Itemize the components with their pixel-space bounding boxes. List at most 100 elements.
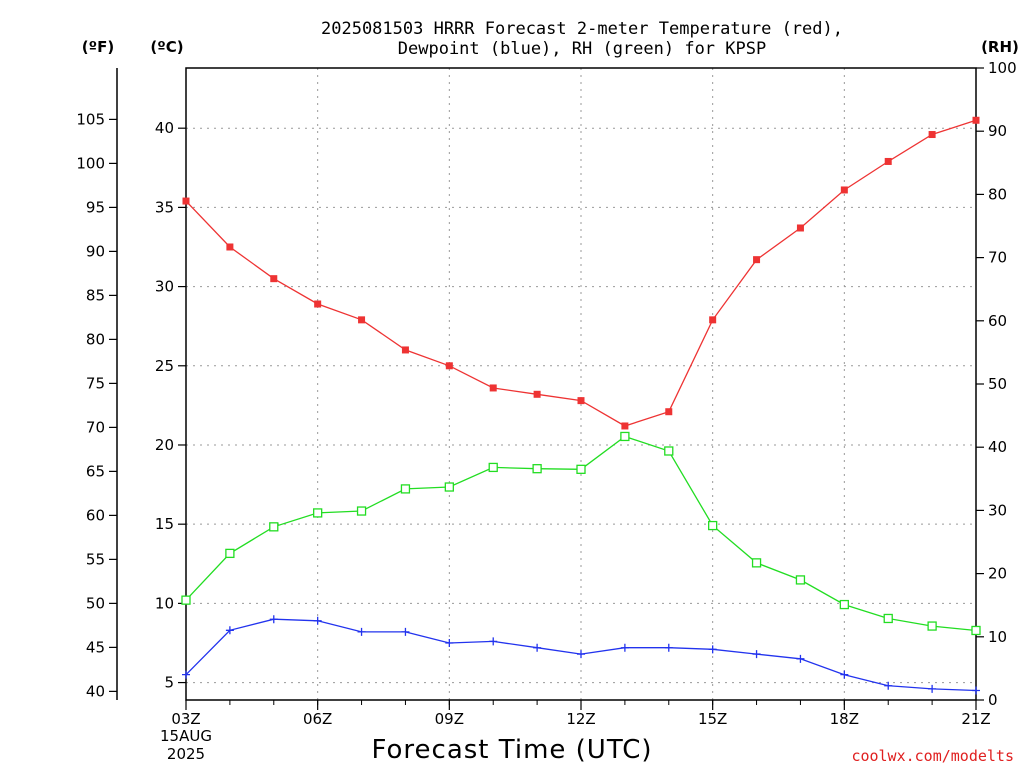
dewpoint-point: [664, 643, 673, 652]
dewpoint-point: [225, 626, 234, 635]
fahrenheit-tick-label: 105: [76, 110, 105, 128]
temperature-point: [928, 131, 936, 139]
temperature-series: [182, 116, 980, 430]
rh-point: [883, 613, 893, 624]
rh-tick-label: 50: [988, 375, 1007, 393]
rh-point: [664, 446, 674, 456]
fahrenheit-tick-label: 70: [86, 418, 105, 436]
fahrenheit-axis: 40 45 50 55 60 65 70 75 80 85 90 95 100 105: [76, 110, 117, 700]
dewpoint-point: [357, 627, 366, 636]
rh-point: [269, 522, 279, 532]
temperature-point: [577, 397, 585, 405]
date-label-day: 15AUG: [160, 727, 212, 745]
fahrenheit-unit-label: (ºF): [82, 38, 114, 56]
dewpoint-point: [928, 684, 937, 693]
rh-axis: 0 10 20 30 40 50 60 70 80 90 100: [976, 59, 1017, 709]
dewpoint-point: [840, 670, 849, 679]
dewpoint-point: [269, 615, 278, 624]
rh-point: [444, 482, 454, 492]
rh-point: [400, 484, 411, 494]
dewpoint-point: [708, 645, 717, 654]
time-tick-label: 15Z: [698, 710, 727, 728]
temperature-point: [270, 275, 278, 283]
data-series: [181, 116, 981, 695]
rh-point: [488, 462, 498, 473]
dewpoint-point: [489, 637, 498, 646]
rh-point: [181, 595, 191, 605]
dewpoint-point: [445, 638, 454, 647]
rh-point: [225, 548, 235, 559]
fahrenheit-tick-label: 50: [86, 594, 105, 612]
chart-title-line-2: Dewpoint (blue), RH (green) for KPSP: [398, 39, 766, 59]
fahrenheit-tick-label: 55: [86, 550, 105, 568]
rh-tick-label: 40: [988, 438, 1007, 456]
fahrenheit-tick-label: 60: [86, 506, 105, 524]
fahrenheit-tick-label: 40: [86, 682, 105, 700]
fahrenheit-tick-label: 45: [86, 638, 105, 656]
rh-unit-label: (RH): [981, 38, 1019, 56]
time-tick-label: 12Z: [566, 710, 595, 728]
rh-tick-label: 70: [988, 249, 1007, 267]
dewpoint-point: [620, 643, 629, 652]
temperature-point: [445, 362, 453, 370]
temperature-point: [621, 422, 629, 430]
rh-point: [751, 558, 762, 568]
celsius-tick-label: 25: [155, 357, 174, 375]
temperature-point: [226, 243, 234, 251]
dewpoint-point: [401, 627, 410, 636]
celsius-tick-label: 40: [155, 119, 174, 137]
time-tick-label: 03Z: [171, 710, 200, 728]
temperature-point: [533, 390, 541, 398]
temperature-point: [489, 384, 497, 392]
temperature-point: [709, 316, 717, 324]
dewpoint-point: [313, 616, 322, 625]
rh-tick-label: 30: [988, 501, 1007, 519]
time-tick-label: 21Z: [961, 710, 990, 728]
celsius-axis: 5 10 15 20 25 30 35 40: [155, 119, 186, 692]
rh-point: [313, 508, 323, 518]
rh-tick-label: 10: [988, 628, 1007, 646]
celsius-tick-label: 30: [155, 278, 174, 296]
time-tick-label: 09Z: [435, 710, 464, 728]
temperature-point: [314, 300, 322, 308]
rh-tick-label: 80: [988, 185, 1007, 203]
fahrenheit-tick-label: 90: [86, 242, 105, 260]
dewpoint-point: [533, 643, 542, 652]
rh-point: [971, 625, 981, 636]
rh-tick-label: 20: [988, 565, 1007, 583]
dewpoint-point: [884, 681, 893, 690]
x-axis-label: Forecast Time (UTC): [371, 735, 652, 765]
rh-tick-label: 60: [988, 312, 1007, 330]
rh-point: [795, 575, 806, 585]
celsius-tick-label: 20: [155, 436, 174, 454]
rh-point: [620, 431, 630, 442]
temperature-point: [884, 157, 892, 165]
temperature-point: [796, 224, 804, 232]
rh-point: [532, 464, 542, 474]
fahrenheit-tick-label: 75: [86, 374, 105, 392]
time-tick-label: 18Z: [830, 710, 859, 728]
time-axis: 03Z 06Z 09Z 12Z 15Z 18Z 21Z: [171, 700, 991, 728]
celsius-tick-label: 15: [155, 515, 174, 533]
grid-lines: [186, 68, 976, 700]
fahrenheit-tick-label: 80: [86, 330, 105, 348]
rh-point: [576, 464, 586, 474]
rh-tick-label: 90: [988, 122, 1007, 140]
dewpoint-point: [182, 670, 190, 679]
celsius-tick-label: 10: [155, 594, 174, 612]
dewpoint-point: [796, 654, 805, 663]
dewpoint-point: [752, 650, 761, 659]
temperature-point: [753, 256, 761, 264]
temperature-point: [358, 316, 366, 324]
rh-point: [927, 621, 937, 631]
time-tick-label: 06Z: [303, 710, 332, 728]
rh-point: [708, 520, 718, 531]
title-block: 2025081503 HRRR Forecast 2-meter Tempera…: [321, 19, 843, 59]
temperature-point: [182, 197, 190, 205]
date-label-year: 2025: [167, 745, 205, 763]
celsius-tick-label: 5: [164, 674, 174, 692]
celsius-unit-label: (ºC): [150, 38, 183, 56]
temperature-point: [972, 116, 980, 124]
credit-text: coolwx.com/modelts: [851, 747, 1014, 765]
fahrenheit-tick-label: 100: [76, 154, 105, 172]
